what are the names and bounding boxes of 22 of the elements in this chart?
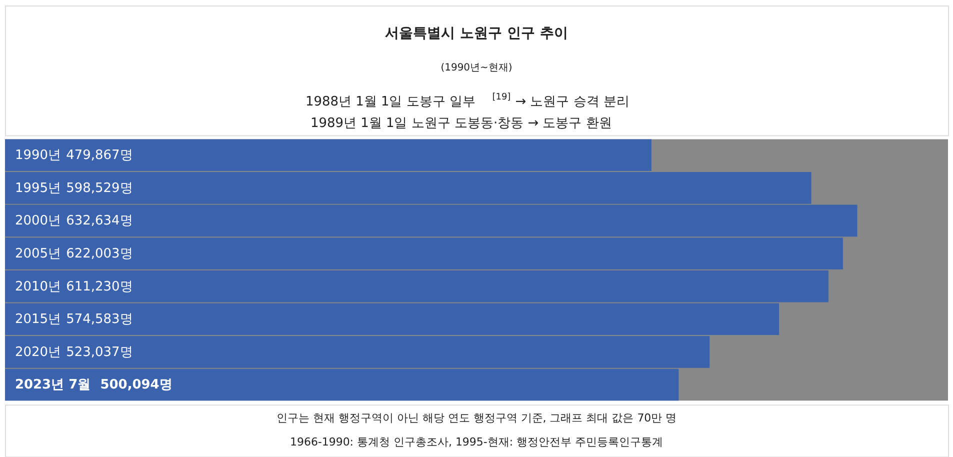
data-label: 622,003명 xyxy=(66,246,133,262)
data-label: 479,867명 xyxy=(66,148,133,164)
y-tick-label: 1990년 xyxy=(14,148,61,164)
y-tick-label: 2020년 xyxy=(14,344,61,360)
y-tick-label: 2000년 xyxy=(14,214,61,229)
text: 1966-1990: 통계청 인구총조사, 1995-현재: 행정안전부 주민등록인구통계 xyxy=(290,436,663,449)
data-label: 574,583명 xyxy=(66,312,133,328)
data-label: 632,634명 xyxy=(66,214,133,229)
y-tick-label: 2005년 xyxy=(14,246,61,262)
data-label: 500,094명 xyxy=(100,378,172,393)
y-tick-label: 2023년 7월 xyxy=(14,378,91,393)
chart-title: 서울특별시 노원구 인구 추이 xyxy=(385,25,568,42)
text: 인구는 현재 행정구역이 아닌 해당 연도 행정구역 기준, 그래프 최대 값은 70만 명 xyxy=(276,412,677,425)
text: 1988년 1월 1일 도봉구 일부[19] → 노원구 승격 분리 xyxy=(305,92,630,110)
y-tick-label: 1995년 xyxy=(14,180,61,196)
chart-subtitle: (1990년~현재) xyxy=(440,62,512,74)
data-label: 611,230명 xyxy=(66,279,133,294)
data-label: 523,037명 xyxy=(66,344,133,360)
y-tick-label: 2015년 xyxy=(14,312,61,328)
data-label: 598,529명 xyxy=(66,180,133,196)
text: 1989년 1월 1일 노원구 도봉동·창동 → 도봉구 환원 xyxy=(310,116,612,132)
y-tick-label: 2010년 xyxy=(14,279,61,294)
